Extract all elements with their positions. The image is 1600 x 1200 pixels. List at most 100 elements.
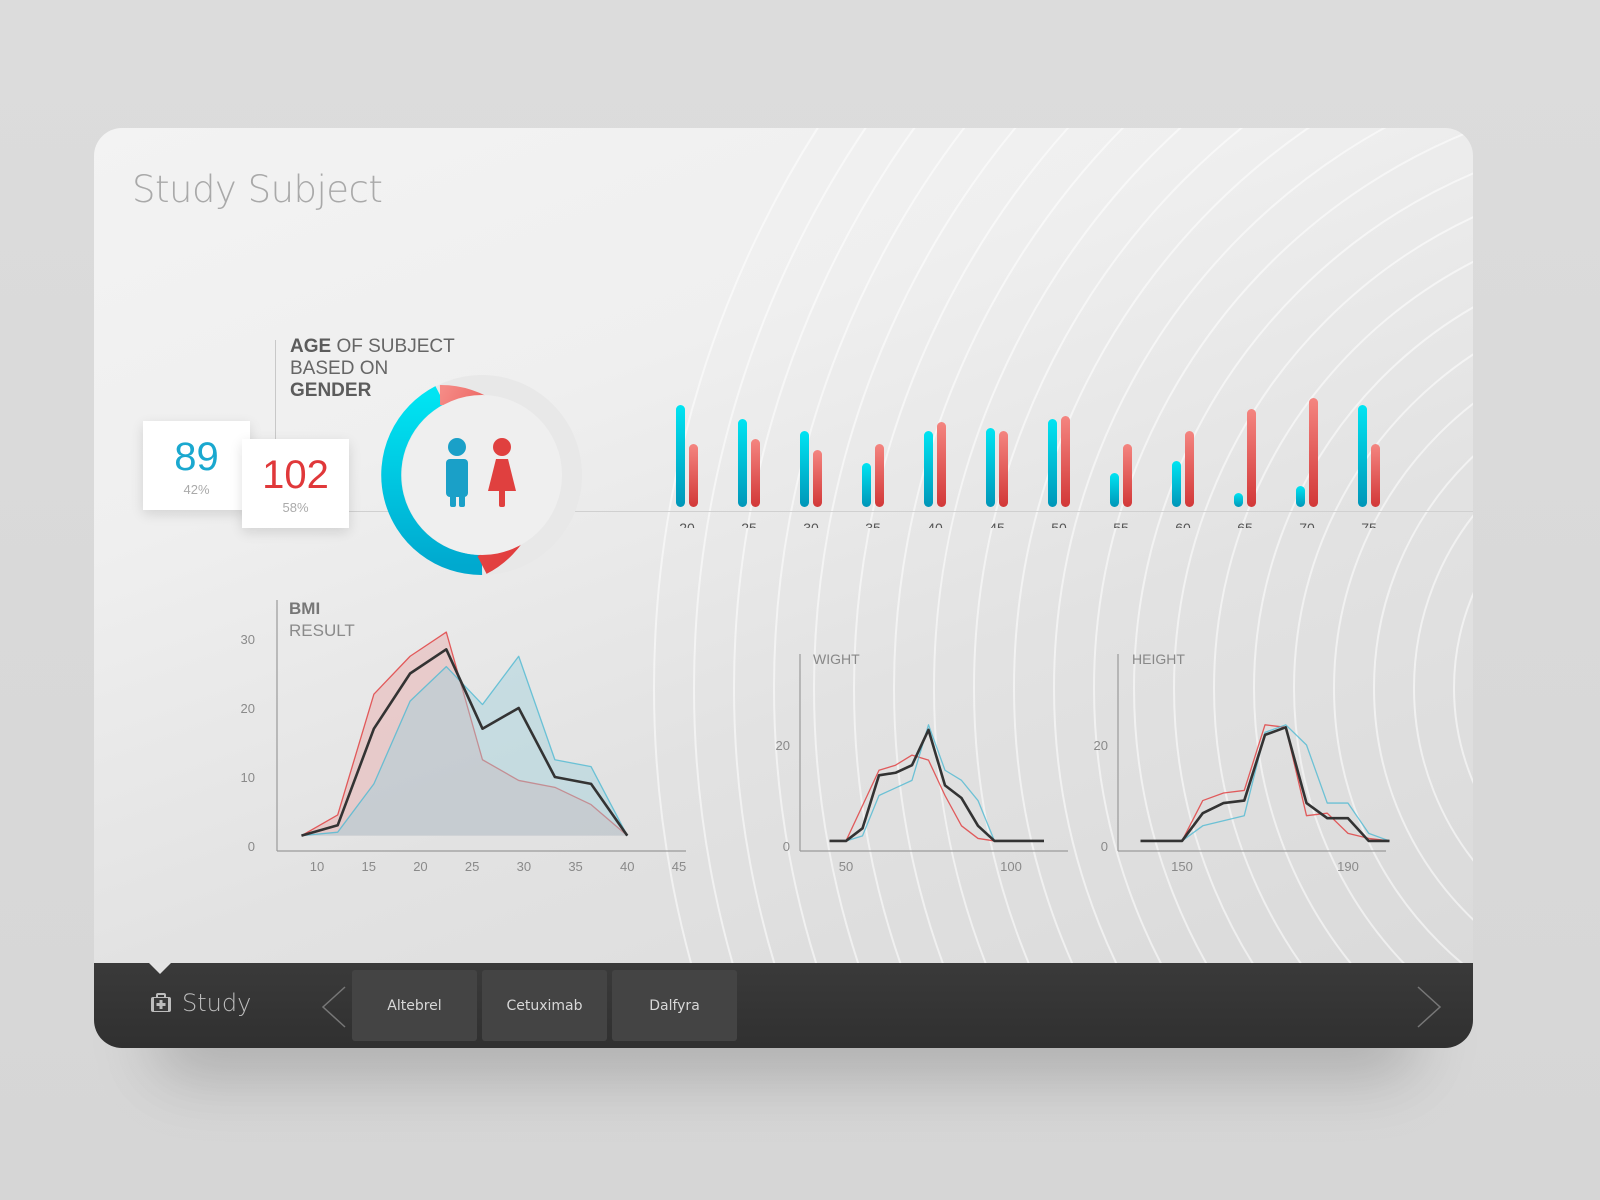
bar-x-label: 20 [679, 520, 695, 528]
bar-female [1123, 444, 1132, 507]
male-count-card: 89 42% [143, 421, 250, 510]
age-title-gender: GENDER [290, 380, 372, 401]
line-male [829, 724, 1044, 842]
background-rings [653, 128, 1473, 963]
bar-female [1247, 409, 1256, 507]
tab-altebrel[interactable]: Altebrel [352, 970, 477, 1041]
height-title: HEIGHT [1132, 651, 1185, 667]
weight-title: WIGHT [813, 651, 860, 667]
x-tick-label: 100 [1000, 859, 1022, 874]
age-title-line2: BASED ON [290, 358, 389, 379]
bar-x-label: 50 [1051, 520, 1067, 528]
footer-pointer [149, 963, 171, 974]
tab-label: Cetuximab [506, 997, 583, 1014]
bar-female [1371, 444, 1380, 507]
male-count: 89 [174, 435, 219, 479]
bar-x-label: 45 [989, 520, 1005, 528]
area-female [301, 632, 628, 836]
male-icon [446, 438, 468, 507]
bar-male [1358, 405, 1367, 507]
bar-x-label: 75 [1361, 520, 1377, 528]
bar-female [751, 439, 760, 507]
bar-male [862, 463, 871, 507]
study-section[interactable]: Study [150, 989, 251, 1017]
bar-male [800, 431, 809, 507]
bmi-area-chart: 0 10 20 30 10 15 20 25 30 35 40 45 [241, 600, 686, 874]
x-tick-label: 25 [465, 859, 479, 874]
bar-female [937, 422, 946, 507]
bar-x-label: 65 [1237, 520, 1253, 528]
y-tick-label: 20 [241, 701, 255, 716]
line-combined [829, 728, 1044, 843]
bar-male [1172, 461, 1181, 507]
y-tick-label: 20 [1094, 738, 1108, 753]
bar-x-label: 30 [803, 520, 819, 528]
line-combined [301, 648, 629, 837]
y-tick-label: 0 [783, 839, 790, 854]
bar-female [1061, 416, 1070, 507]
bar-female [875, 444, 884, 507]
age-divider [275, 340, 276, 512]
age-title-rest: OF SUBJECT [331, 336, 455, 357]
bar-x-label: 40 [927, 520, 943, 528]
x-tick-label: 190 [1337, 859, 1359, 874]
male-percent: 42% [183, 482, 210, 497]
chevron-right-icon[interactable] [1414, 985, 1444, 1029]
bar-x-label: 70 [1299, 520, 1315, 528]
bar-male [676, 405, 685, 507]
bar-female [689, 444, 698, 507]
female-count-card: 102 58% [242, 439, 349, 528]
x-tick-label: 30 [517, 859, 531, 874]
female-percent: 58% [282, 500, 309, 515]
y-tick-label: 0 [1101, 839, 1108, 854]
y-tick-label: 20 [776, 738, 790, 753]
x-tick-label: 35 [568, 859, 582, 874]
bar-female [813, 450, 822, 507]
weight-line-chart: 0 20 50 100 [776, 654, 1068, 874]
bar-male [924, 431, 933, 507]
line-female [301, 631, 628, 837]
bar-x-label: 35 [865, 520, 881, 528]
bar-x-label: 25 [741, 520, 757, 528]
y-tick-label: 10 [241, 770, 255, 785]
female-count: 102 [262, 453, 329, 497]
bar-x-label: 60 [1175, 520, 1191, 528]
x-tick-label: 50 [839, 859, 853, 874]
bmi-title-bold: BMI [289, 599, 321, 618]
age-bar-chart: 20 25 30 35 40 45 50 55 60 65 70 75 [676, 398, 1380, 528]
line-combined [1140, 726, 1390, 843]
dashboard-panel: Study Subject AGE OF SUBJECT BASED ON GE… [94, 128, 1473, 1048]
tab-dalfyra[interactable]: Dalfyra [612, 970, 737, 1041]
x-tick-label: 45 [672, 859, 686, 874]
page-title: Study Subject [132, 168, 383, 211]
footer-bar: Study Altebrel Cetuximab Dalfyra [94, 963, 1473, 1048]
bmi-title: BMI RESULT [289, 598, 355, 642]
donut-male-segment [381, 386, 483, 576]
age-title-bold: AGE [290, 336, 332, 357]
chevron-left-icon[interactable] [319, 985, 349, 1029]
x-tick-label: 150 [1171, 859, 1193, 874]
bar-female [1309, 398, 1318, 507]
age-section-title: AGE OF SUBJECT BASED ON GENDER [290, 336, 455, 402]
tab-label: Altebrel [387, 997, 442, 1014]
y-tick-label: 0 [248, 839, 255, 854]
bar-female [999, 431, 1008, 507]
x-tick-label: 10 [310, 859, 324, 874]
gender-donut-chart [381, 375, 582, 576]
medical-kit-icon [151, 993, 171, 1012]
bar-male [1234, 493, 1243, 507]
bar-male [1048, 419, 1057, 507]
bar-male [1110, 473, 1119, 507]
x-tick-label: 15 [361, 859, 375, 874]
line-male [301, 655, 628, 837]
y-tick-label: 30 [241, 632, 255, 647]
x-tick-label: 20 [413, 859, 427, 874]
x-tick-label: 40 [620, 859, 634, 874]
bar-male [738, 419, 747, 507]
bar-x-label: 55 [1113, 520, 1129, 528]
bar-female [1185, 431, 1194, 507]
study-label: Study [182, 989, 252, 1017]
tab-cetuximab[interactable]: Cetuximab [482, 970, 607, 1041]
bar-male [1296, 486, 1305, 507]
area-male [301, 656, 628, 836]
